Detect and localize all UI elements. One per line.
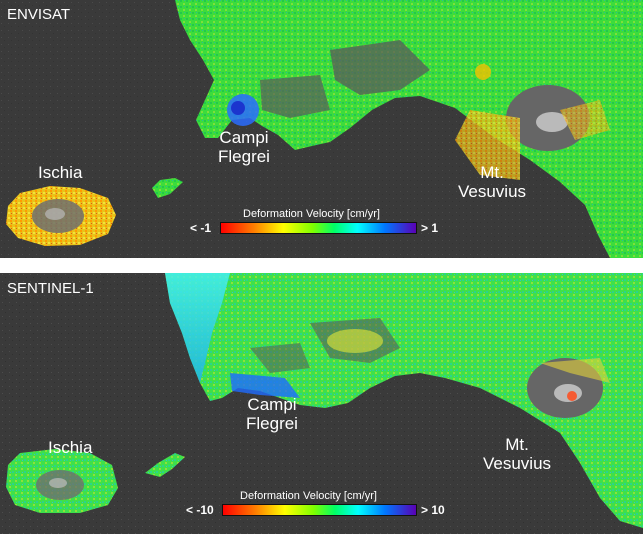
procida-island: [145, 453, 185, 477]
satellite-label: SENTINEL-1: [7, 280, 94, 297]
campi-flegrei-label: Campi Flegrei: [218, 128, 270, 166]
ischia-label: Ischia: [48, 438, 93, 457]
legend-min-label: < -10: [186, 503, 214, 517]
legend-max-label: > 1: [421, 221, 439, 235]
velocity-colorbar: [220, 222, 417, 234]
legend-min-label: < -1: [190, 221, 212, 235]
vesuvius-label: Mt. Vesuvius: [458, 163, 527, 201]
campi-flegrei-uplift: [230, 373, 300, 398]
vesuvius-label: Mt. Vesuvius: [483, 435, 552, 473]
satellite-label: ENVISAT: [7, 6, 71, 23]
legend-max-label: > 10: [421, 503, 445, 517]
coastal-strip: [165, 273, 230, 383]
legend-title: Deformation Velocity [cm/yr]: [240, 490, 377, 502]
campi-flegrei-crater-area: [260, 75, 330, 118]
sentinel-1-panel: SENTINEL-1 Campi Flegrei Ischia Mt. Vesu…: [0, 273, 643, 534]
procida-island: [152, 178, 183, 198]
campi-flegrei-label: Campi Flegrei: [246, 395, 298, 433]
mainland: [175, 0, 643, 258]
velocity-colorbar: [222, 504, 417, 516]
urban-dark-patch: [330, 40, 430, 95]
panel-divider: [0, 258, 643, 273]
ischia-label: Ischia: [38, 163, 83, 182]
sentinel-1-deformation-map: [0, 273, 643, 534]
vesuvius-subsidence: [455, 110, 520, 180]
mainland: [165, 273, 643, 528]
envisat-panel: ENVISAT Campi Flegrei Ischia Mt. Vesuviu…: [0, 0, 643, 258]
legend-title: Deformation Velocity [cm/yr]: [243, 208, 380, 220]
envisat-deformation-map: [0, 0, 643, 258]
